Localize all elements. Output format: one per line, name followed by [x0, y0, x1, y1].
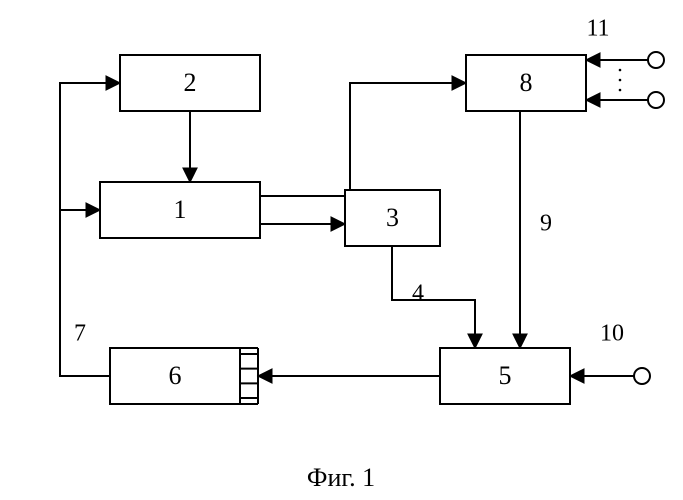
edge-label-4: 4 — [412, 281, 424, 307]
e-1-8 — [260, 83, 466, 196]
ellipsis-dot — [619, 79, 622, 82]
ellipsis-dot — [619, 69, 622, 72]
block-3-label: 3 — [386, 203, 399, 232]
edge-label-7: 7 — [74, 321, 86, 347]
terminal-t11b — [648, 92, 664, 108]
terminal-t11a — [648, 52, 664, 68]
block-1-label: 1 — [174, 195, 187, 224]
edge-label-10: 10 — [600, 321, 624, 347]
terminal-t10 — [634, 368, 650, 384]
block-diagram: 1 2 3 5 6 8 4 7 9 10 11 Фиг. 1 — [0, 0, 683, 500]
block-8-label: 8 — [520, 68, 533, 97]
edge-label-9: 9 — [540, 211, 552, 237]
block-6-label: 6 — [169, 361, 182, 390]
block-2-label: 2 — [184, 68, 197, 97]
ellipsis-dot — [619, 89, 622, 92]
figure-caption: Фиг. 1 — [307, 463, 375, 492]
nodes-layer: 1 2 3 5 6 8 — [100, 52, 664, 404]
e-3-5 — [392, 246, 475, 348]
edge-label-11: 11 — [586, 16, 609, 42]
block-5-label: 5 — [499, 361, 512, 390]
